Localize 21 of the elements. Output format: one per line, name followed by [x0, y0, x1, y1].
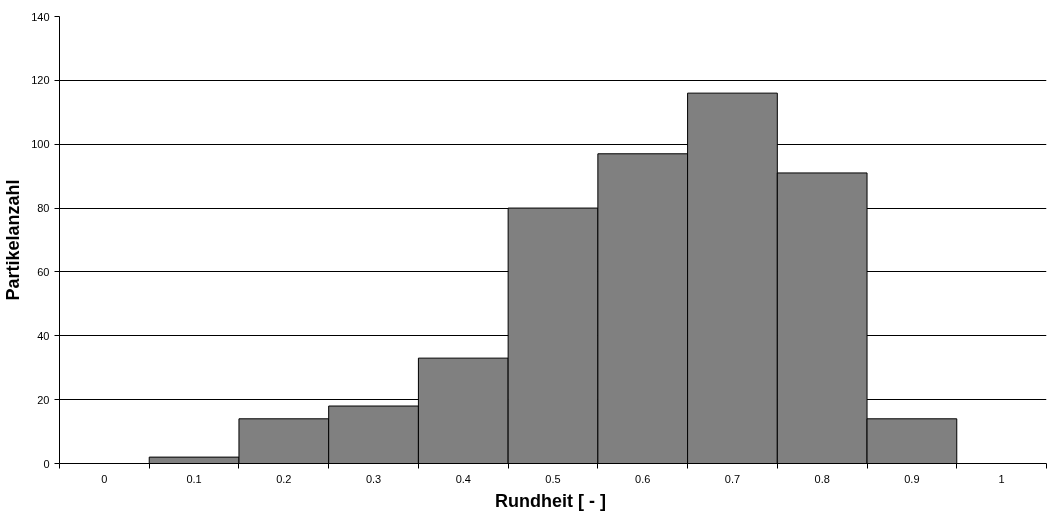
x-tick-label: 0.6: [635, 472, 651, 485]
x-tick-label: 0.5: [545, 472, 561, 485]
x-tick-label: 0.1: [186, 472, 202, 485]
y-tick-label: 80: [37, 202, 50, 215]
x-tick-label: 0.7: [724, 472, 741, 485]
y-tick-label: 60: [37, 265, 50, 278]
x-tick-label: 0: [101, 472, 108, 485]
y-axis-title: Partikelanzahl: [3, 179, 24, 301]
y-tick-label: 100: [31, 138, 50, 151]
x-tick-label: 0.8: [814, 472, 830, 485]
y-tick-label: 140: [31, 10, 50, 23]
x-tick-label: 0.4: [455, 472, 471, 485]
y-tick-label: 120: [31, 74, 50, 87]
y-tick-label: 0: [43, 457, 50, 470]
x-tick-label: 0.9: [904, 472, 920, 485]
y-tick-label: 40: [37, 329, 50, 342]
y-tick-label: 20: [37, 393, 50, 406]
x-axis-title: Rundheit [ - ]: [495, 490, 606, 511]
x-tick-label: 0.2: [276, 472, 292, 485]
x-tick-label: 0.3: [365, 472, 382, 485]
x-tick-label: 1: [998, 472, 1005, 485]
